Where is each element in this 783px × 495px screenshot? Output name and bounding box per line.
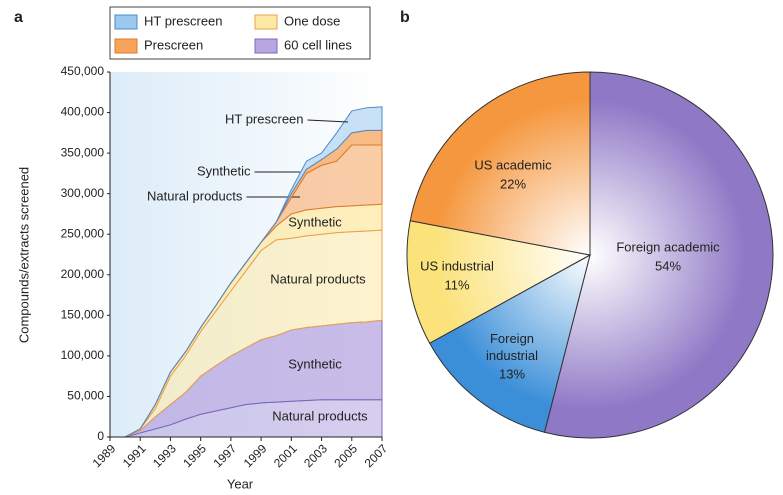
layer-label: Synthetic xyxy=(288,356,342,371)
y-tick-label: 100,000 xyxy=(61,348,105,362)
y-tick-label: 200,000 xyxy=(61,267,105,281)
layer-label: Natural products xyxy=(270,271,366,286)
slice-label: Foreign industrial xyxy=(486,331,538,363)
y-tick-label: 250,000 xyxy=(61,226,105,240)
slice-label: Foreign academic xyxy=(616,239,720,254)
x-tick-label: 2005 xyxy=(331,441,360,470)
pie-slice xyxy=(428,254,591,433)
layer-label: Synthetic xyxy=(288,214,342,229)
panel-label: a xyxy=(14,9,23,26)
x-tick-label: 1999 xyxy=(241,441,270,470)
layer-label: Natural products xyxy=(272,408,368,423)
x-axis-title: Year xyxy=(227,476,254,491)
legend-label: Prescreen xyxy=(144,37,203,52)
x-tick-label: 1993 xyxy=(150,441,179,470)
leader-line xyxy=(307,119,349,123)
legend-box xyxy=(109,6,371,60)
y-tick-label: 0 xyxy=(97,429,104,443)
y-tick-label: 350,000 xyxy=(61,145,105,159)
slice-value: 54% xyxy=(655,258,681,273)
y-tick-label: 450,000 xyxy=(61,64,105,78)
x-tick-label: 2003 xyxy=(301,441,330,470)
pie-slice xyxy=(406,220,592,344)
y-tick-label: 300,000 xyxy=(61,186,105,200)
y-tick-label: 50,000 xyxy=(67,389,104,403)
layer-label: Natural products xyxy=(147,188,243,203)
x-tick-label: 2007 xyxy=(362,441,391,470)
slice-value: 13% xyxy=(499,366,525,381)
legend-label: One dose xyxy=(284,13,340,28)
pie-slice xyxy=(543,71,774,439)
x-tick-label: 2001 xyxy=(271,441,300,470)
slice-value: 22% xyxy=(500,176,526,191)
x-tick-label: 1989 xyxy=(90,441,119,470)
legend-label: HT prescreen xyxy=(144,13,223,28)
pie-slice xyxy=(409,71,591,256)
y-tick-label: 150,000 xyxy=(61,308,105,322)
slice-value: 11% xyxy=(444,277,469,292)
slice-label: US industrial xyxy=(420,258,494,273)
legend-swatch xyxy=(254,14,278,30)
legend-swatch xyxy=(254,38,278,54)
y-axis-title: Compounds/extracts screened xyxy=(16,167,31,343)
y-tick-label: 400,000 xyxy=(61,105,105,119)
legend-swatch xyxy=(114,14,138,30)
area-layer xyxy=(110,106,383,438)
legend-label: 60 cell lines xyxy=(284,37,352,52)
x-tick-label: 1997 xyxy=(210,441,239,470)
x-tick-label: 1991 xyxy=(120,441,149,470)
x-tick-label: 1995 xyxy=(180,441,209,470)
layer-label: Synthetic xyxy=(197,163,251,178)
panel-label: b xyxy=(400,9,410,26)
slice-label: US academic xyxy=(474,157,552,172)
layer-label: HT prescreen xyxy=(225,111,304,126)
legend-swatch xyxy=(114,38,138,54)
